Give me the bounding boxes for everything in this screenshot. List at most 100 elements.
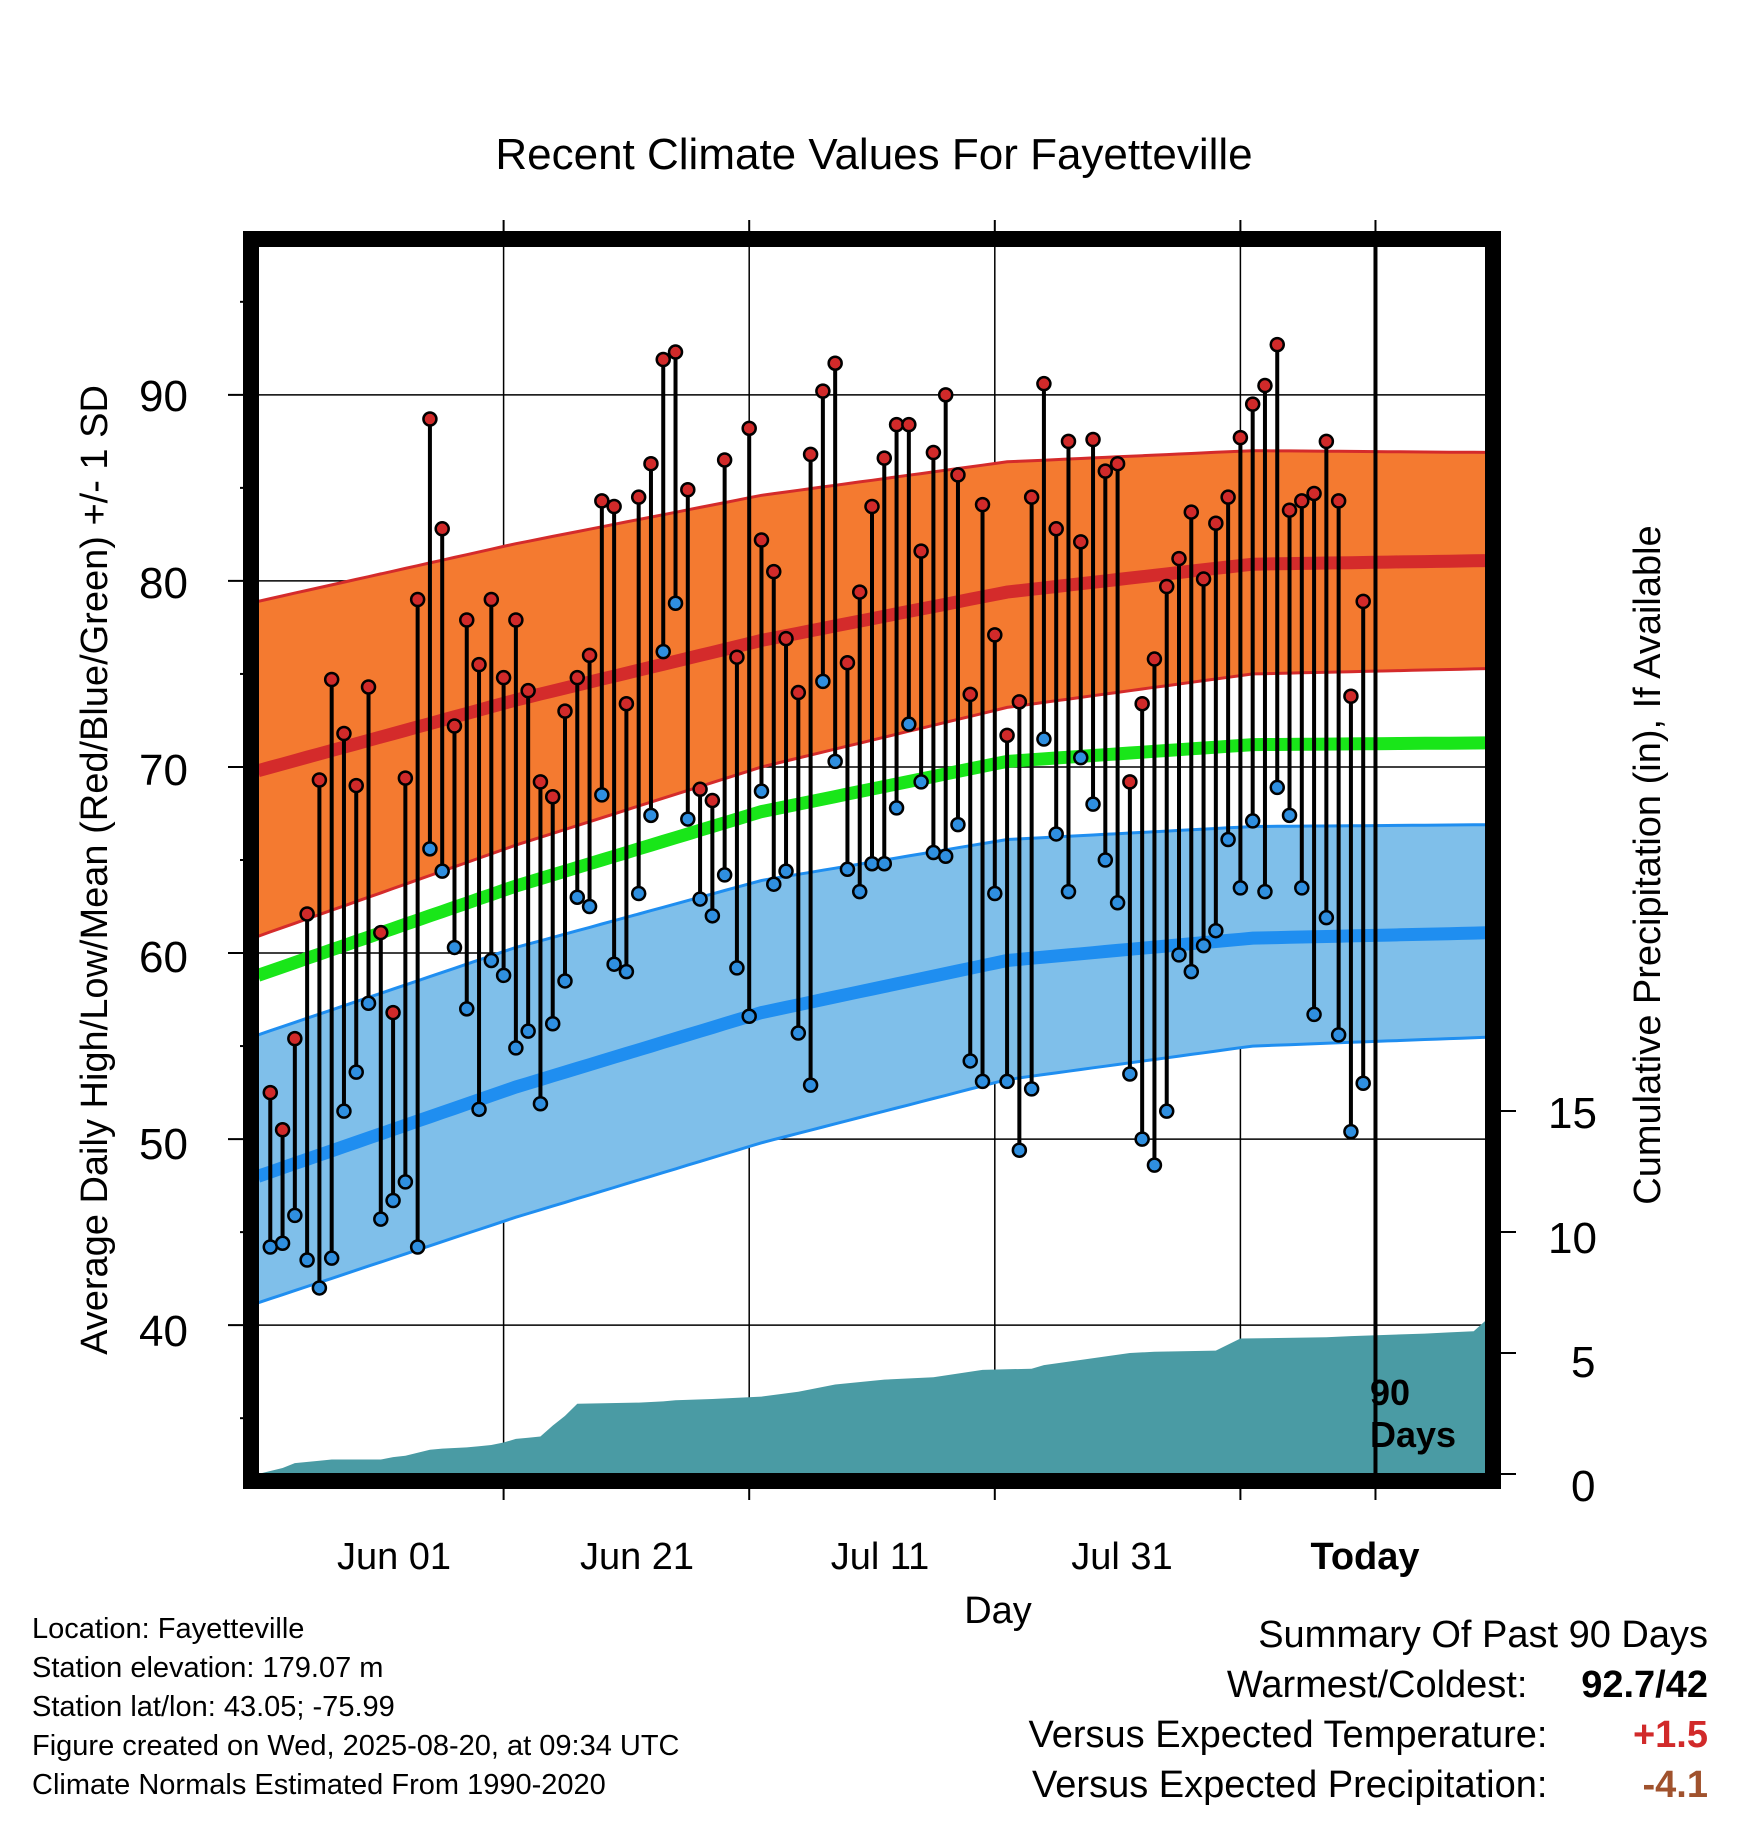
daily-high-point [594, 493, 610, 509]
daily-high-point [851, 584, 868, 600]
daily-low-point [1146, 1157, 1163, 1173]
x-tick-label-today: Today [1310, 1536, 1420, 1578]
daily-low-point [888, 800, 905, 816]
daily-low-point [422, 841, 438, 857]
daily-low-point [1294, 880, 1310, 896]
precip-label: Versus Expected Precipitation: [1032, 1764, 1548, 1806]
daily-high-point [618, 695, 635, 712]
daily-low-point [1306, 1006, 1322, 1023]
y-tick-label: 60 [139, 933, 188, 982]
daily-low-point [1023, 1081, 1040, 1097]
temp-label: Versus Expected Temperature: [1028, 1714, 1548, 1756]
daily-high-point [1073, 534, 1089, 550]
daily-low-point [409, 1239, 426, 1255]
daily-high-point [1146, 651, 1163, 667]
daily-low-point [1183, 963, 1200, 980]
daily-low-point [618, 963, 635, 980]
temp-value: +1.5 [1632, 1714, 1708, 1756]
daily-low-point [348, 1064, 364, 1080]
y2-tick-label: 5 [1571, 1338, 1596, 1387]
location-text: Location: Fayetteville [32, 1613, 305, 1645]
y-axis-label-right: Cumulative Precipitation (in), If Availa… [1627, 525, 1669, 1205]
daily-high-point [1060, 433, 1077, 450]
daily-high-point [802, 446, 819, 463]
daily-low-point [471, 1101, 487, 1118]
daily-high-point [839, 655, 856, 671]
daily-high-point [262, 1084, 279, 1101]
daily-high-point [1097, 463, 1114, 479]
daily-high-point [1122, 774, 1138, 790]
daily-high-point [937, 387, 954, 403]
daily-high-point [790, 684, 807, 701]
daily-low-point [1011, 1142, 1028, 1159]
daily-high-point [520, 682, 536, 699]
daily-observations [262, 336, 1371, 1296]
daily-low-point [1355, 1075, 1371, 1092]
daily-high-point [1208, 515, 1224, 531]
daily-high-point [925, 444, 942, 461]
low-lower-line [258, 1035, 1486, 1305]
daily-high-point [1281, 502, 1298, 518]
daily-high-point [766, 563, 782, 580]
warm-cold-label: Warmest/Coldest: [1226, 1664, 1528, 1706]
x-tick-label: Jul 31 [1071, 1536, 1173, 1578]
daily-low-point [643, 807, 659, 824]
precipitation-area-fill [258, 1320, 1486, 1474]
daily-high-point [422, 411, 438, 427]
daily-low-point [704, 908, 721, 924]
daily-high-point [1306, 485, 1322, 502]
daily-low-point [766, 876, 782, 892]
summary-heading: Summary Of Past 90 Days [1258, 1614, 1708, 1656]
daily-high-point [385, 1004, 401, 1021]
daily-high-point [815, 383, 831, 399]
daily-low-point [1109, 895, 1126, 911]
daily-high-point [471, 656, 487, 673]
daily-high-point [1343, 688, 1359, 705]
daily-low-point [778, 863, 794, 879]
created-text: Figure created on Wed, 2025-08-20, at 09… [32, 1730, 680, 1762]
daily-low-point [1269, 779, 1285, 796]
y2-tick-label: 0 [1571, 1462, 1596, 1511]
daily-high-point [1036, 375, 1052, 392]
daily-high-point [901, 416, 917, 433]
y-tick-label: 80 [139, 559, 188, 608]
daily-low-point [360, 995, 377, 1012]
daily-high-point [1330, 493, 1347, 509]
daily-low-point [1073, 749, 1089, 766]
y2-tick-label: 10 [1548, 1214, 1597, 1263]
daily-low-point [901, 716, 917, 732]
daily-low-point [839, 861, 856, 878]
daily-low-point [581, 898, 598, 915]
daily-high-point [1171, 550, 1187, 567]
daily-low-point [1220, 831, 1236, 848]
daily-high-point [544, 788, 561, 805]
daily-low-point [962, 1053, 978, 1069]
daily-high-point [1355, 593, 1371, 610]
daily-high-point [373, 924, 389, 941]
daily-high-point [459, 612, 475, 628]
daily-low-point [1158, 1103, 1175, 1119]
daily-low-point [544, 1015, 561, 1032]
y2-tick-label: 15 [1548, 1089, 1597, 1138]
daily-high-point [680, 481, 696, 498]
daily-high-point [655, 351, 671, 368]
daily-low-point [974, 1073, 991, 1090]
daily-high-point [864, 498, 880, 515]
daily-high-point [557, 703, 573, 719]
daily-high-point [1085, 431, 1101, 448]
coldest-value: 42 [1665, 1664, 1708, 1706]
daily-low-point [311, 1280, 328, 1296]
daily-low-point [851, 883, 868, 900]
daily-low-point [434, 863, 450, 879]
daily-low-point [557, 973, 573, 989]
daily-high-point [569, 669, 586, 686]
daily-low-point [667, 595, 684, 611]
x-tick-label: Jul 11 [830, 1536, 930, 1578]
station-info: Location: Fayetteville Station elevation… [32, 1610, 680, 1805]
daily-low-point [323, 1250, 340, 1266]
daily-low-point [1318, 909, 1335, 926]
daily-low-point [299, 1252, 315, 1268]
daily-low-point [655, 643, 671, 660]
x-tick-label: Jun 01 [336, 1536, 452, 1578]
